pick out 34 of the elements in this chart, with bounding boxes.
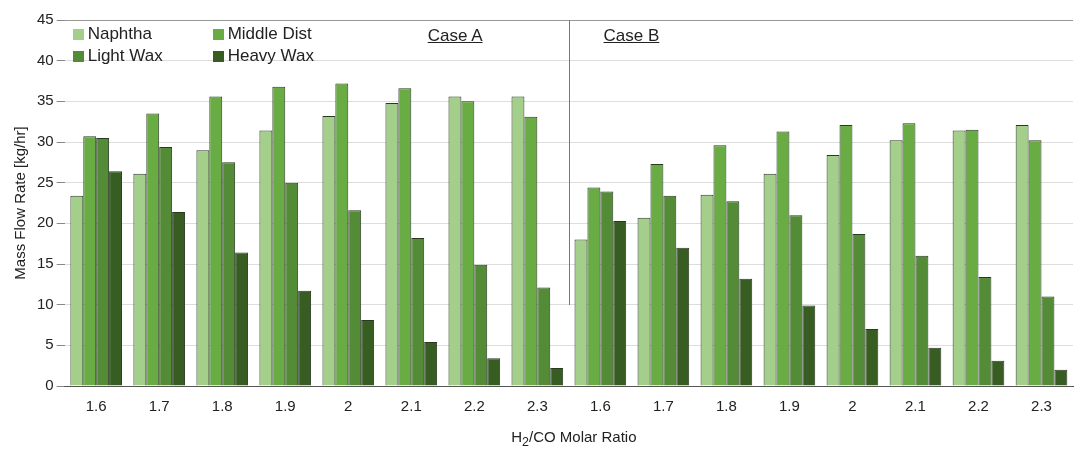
legend-label: Light Wax xyxy=(87,46,163,66)
x-tick-label: 2.3 xyxy=(1031,397,1052,415)
x-tick-label: 1.6 xyxy=(85,397,107,415)
x-tick-label: 1.8 xyxy=(715,397,737,415)
x-tick-label: 2 xyxy=(344,397,353,415)
y-tick-label: 5 xyxy=(45,335,54,353)
x-tick-label: 2.3 xyxy=(526,397,548,415)
legend-label: Naphtha xyxy=(87,24,152,44)
x-tick-label: 2 xyxy=(848,397,857,415)
x-axis-title: H$_{2}$/CO Molar Ratio xyxy=(510,428,638,449)
y-tick-label: 0 xyxy=(45,376,54,394)
x-tick-label: 1.6 xyxy=(589,397,611,415)
x-tick-label: 2.1 xyxy=(905,397,926,415)
y-tick-label: 15 xyxy=(37,254,54,272)
x-tick-label: 1.9 xyxy=(274,397,296,415)
y-tick-label: 10 xyxy=(37,294,54,312)
y-axis-title: Mass Flow Rate [kg/hr] xyxy=(11,126,29,280)
y-tick-label: 45 xyxy=(37,10,54,28)
legend-label: Heavy Wax xyxy=(227,46,314,66)
x-tick-label: 1.9 xyxy=(778,397,800,415)
x-tick-label: 1.8 xyxy=(211,397,233,415)
x-tick-label: 2.2 xyxy=(968,397,989,415)
annotation: Case B xyxy=(603,26,660,46)
x-tick-label: 2.2 xyxy=(463,397,485,415)
annotation: Case A xyxy=(427,26,483,46)
x-tick-label: 1.7 xyxy=(652,397,674,415)
y-tick-label: 20 xyxy=(37,213,54,231)
y-tick-label: 35 xyxy=(37,91,54,109)
y-tick-label: 40 xyxy=(37,50,54,68)
y-tick-label: 30 xyxy=(37,132,54,150)
y-tick-label: 25 xyxy=(37,172,54,190)
x-tick-label: 2.1 xyxy=(400,397,422,415)
legend-label: Middle Dist xyxy=(227,24,312,44)
x-tick-label: 1.7 xyxy=(148,397,170,415)
